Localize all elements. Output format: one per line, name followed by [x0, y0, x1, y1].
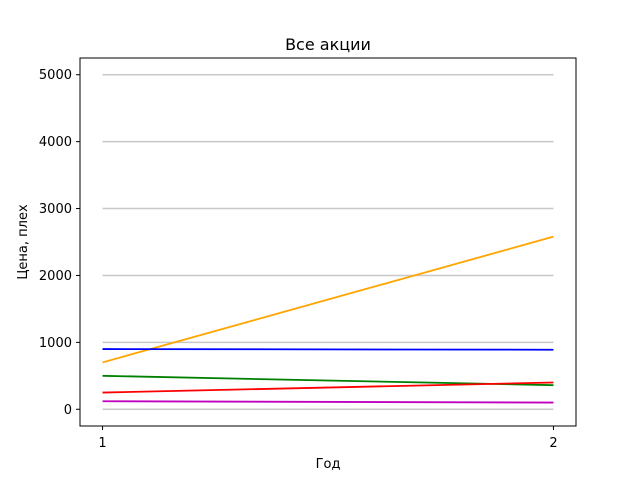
- x-tick-label: 1: [98, 436, 106, 451]
- y-tick-label: 1000: [39, 336, 72, 351]
- y-tick-label: 3000: [39, 202, 72, 217]
- x-axis-label: Год: [316, 457, 341, 472]
- y-axis-label: Цена, плех: [16, 204, 31, 280]
- plot-area-frame: [79, 57, 577, 427]
- x-tick-label: 2: [549, 436, 557, 451]
- y-tick-label: 4000: [39, 135, 72, 150]
- series-line-4: [102, 381, 554, 394]
- y-tick-label: 5000: [39, 68, 72, 83]
- series-line-5: [102, 400, 554, 404]
- series-line-1: [102, 235, 554, 364]
- y-tick-label: 2000: [39, 269, 72, 284]
- chart-title: Все акции: [285, 35, 371, 54]
- y-tick-label: 0: [64, 403, 72, 418]
- y-axis: 0 1000 2000 3000 4000 5000: [39, 68, 80, 418]
- series-line-2: [102, 348, 554, 351]
- series-lines: [102, 235, 554, 404]
